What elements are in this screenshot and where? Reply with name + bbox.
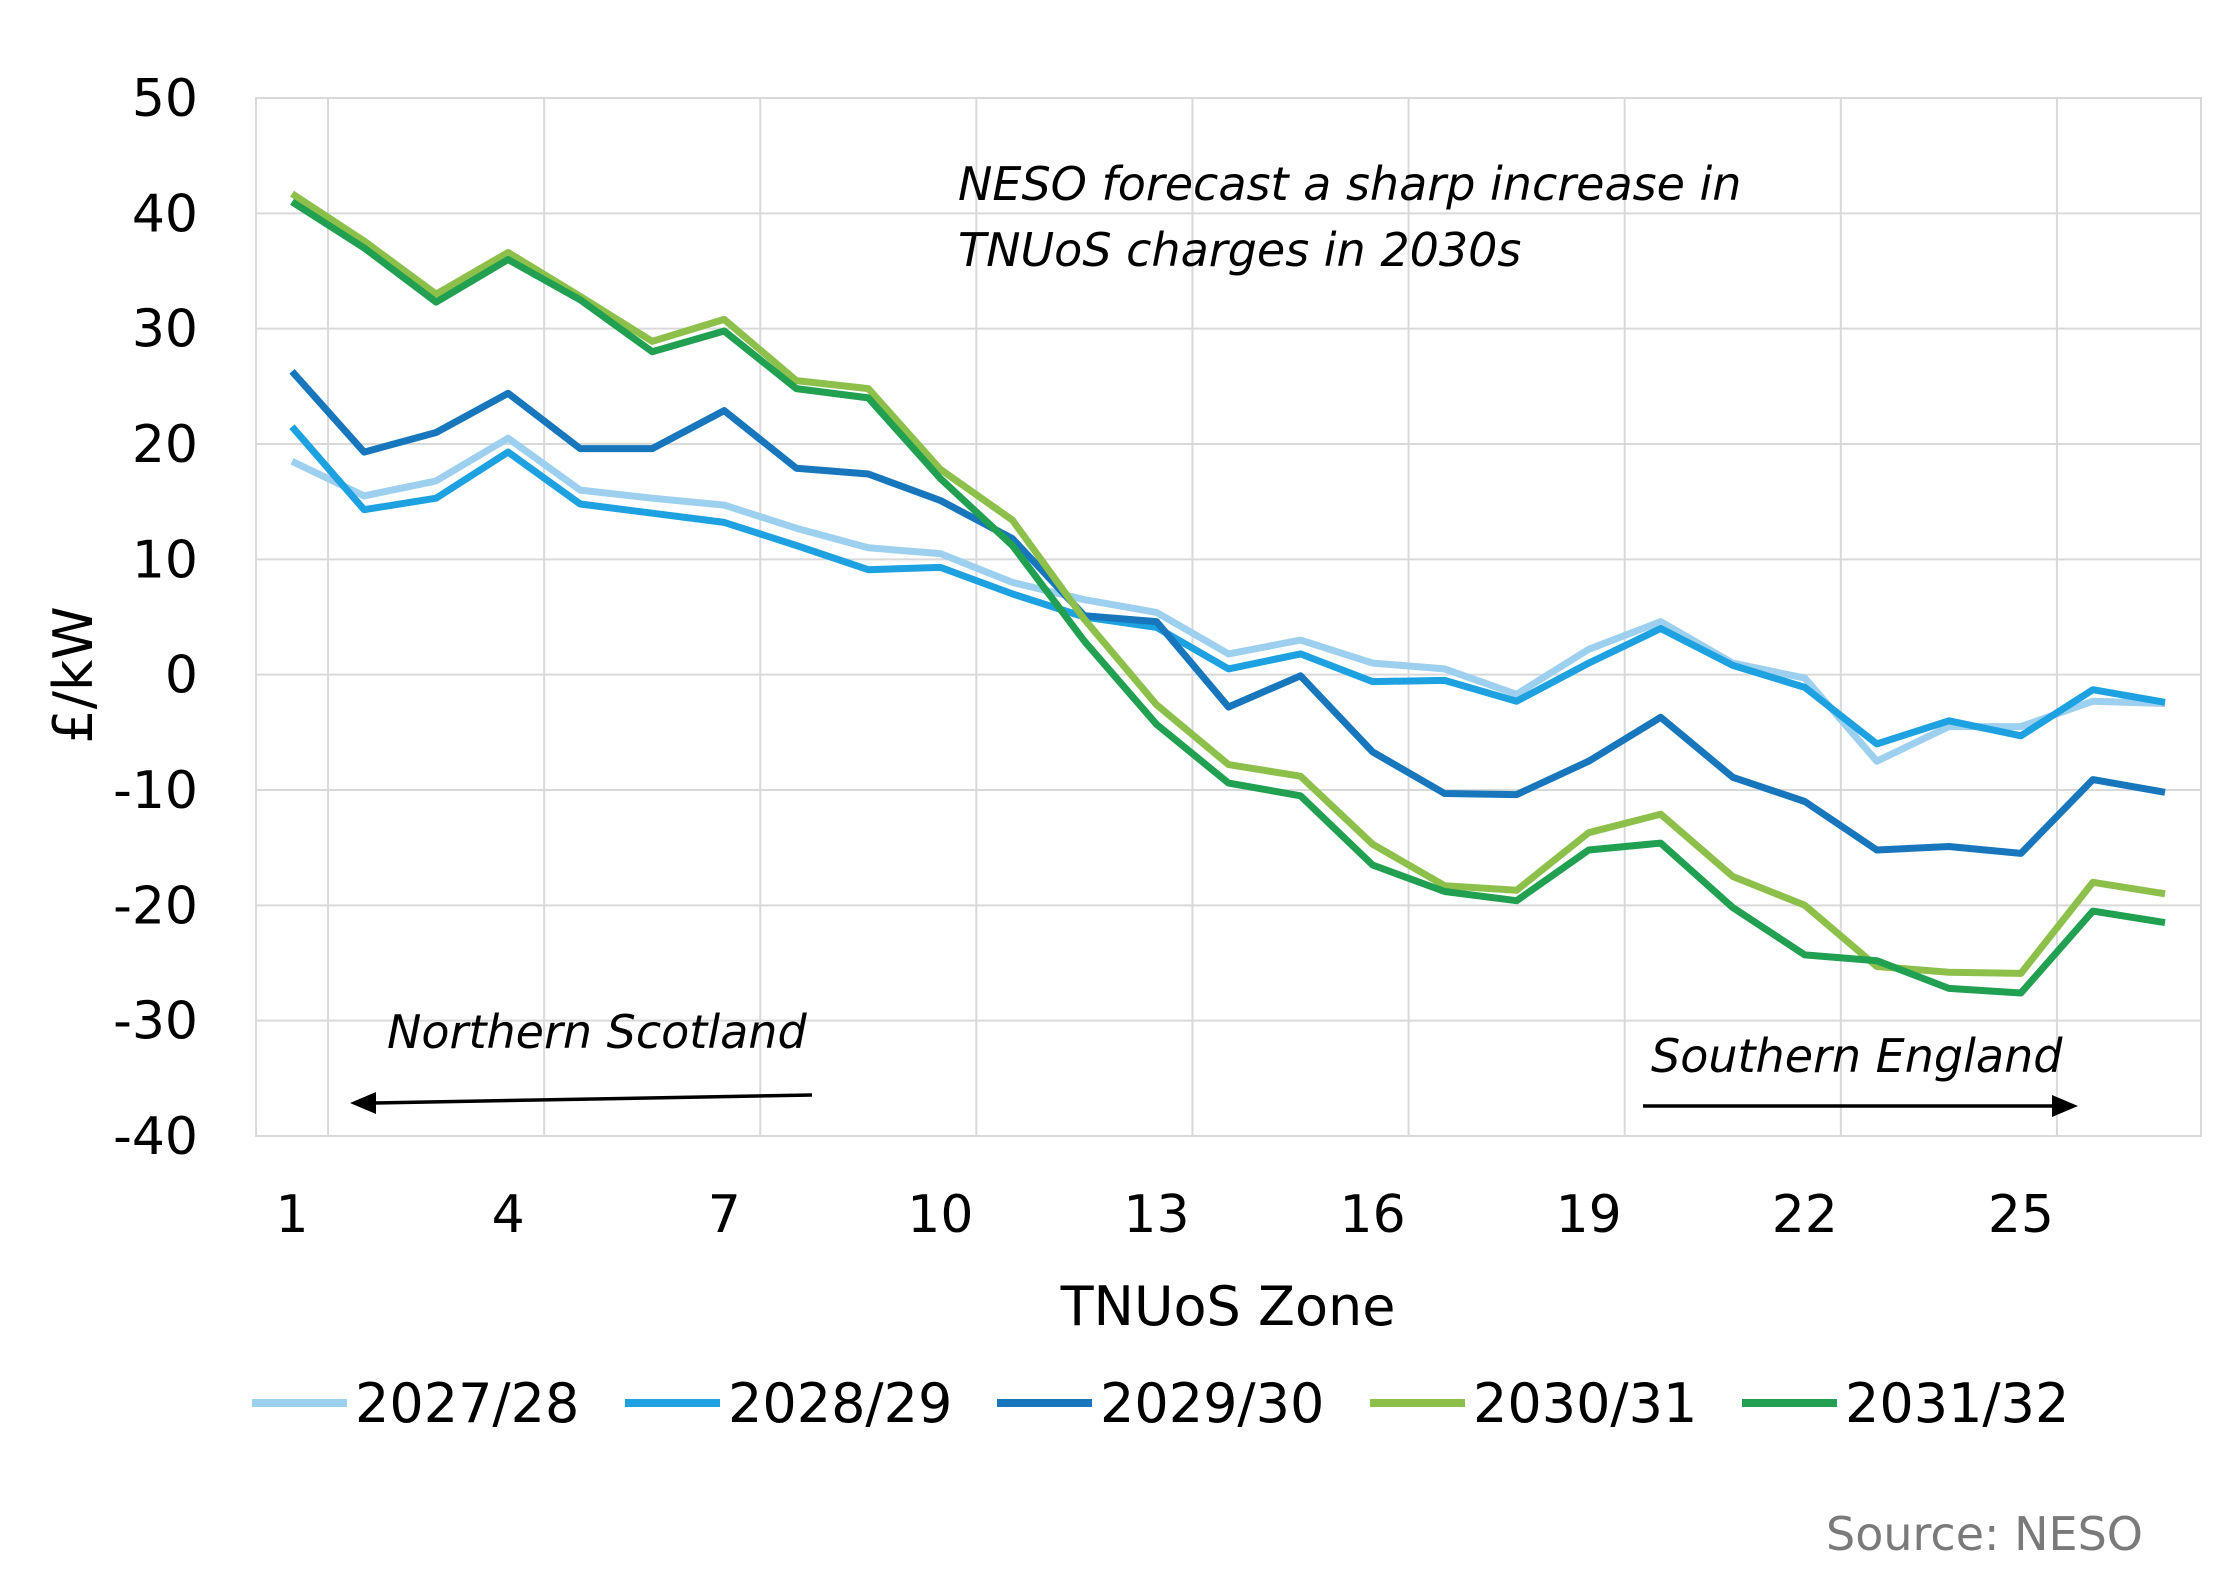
right-arrow bbox=[1643, 1095, 2078, 1117]
legend-item-2027-28: 2027/28 bbox=[252, 1372, 579, 1435]
y-tick-label: 10 bbox=[132, 530, 198, 590]
x-tick-label: 4 bbox=[492, 1185, 525, 1245]
x-axis-title: TNUoS Zone bbox=[1060, 1275, 1396, 1338]
legend-label: 2030/31 bbox=[1473, 1372, 1697, 1435]
y-axis-title: £/kW bbox=[42, 606, 105, 743]
x-tick-label: 1 bbox=[275, 1185, 308, 1245]
legend-label: 2031/32 bbox=[1845, 1372, 2069, 1435]
x-axis-ticks: 1 4 7 10 13 16 19 22 25 bbox=[275, 1185, 2054, 1245]
legend-label: 2027/28 bbox=[355, 1372, 579, 1435]
legend-item-2028-29: 2028/29 bbox=[625, 1372, 952, 1435]
y-tick-label: 0 bbox=[165, 646, 198, 706]
headline-annotation-line2: TNUoS charges in 2030s bbox=[958, 223, 1521, 277]
x-tick-label: 25 bbox=[1988, 1185, 2054, 1245]
legend-label: 2028/29 bbox=[728, 1372, 952, 1435]
legend-item-2030-31: 2030/31 bbox=[1370, 1372, 1697, 1435]
x-tick-label: 13 bbox=[1123, 1185, 1189, 1245]
left-arrow bbox=[350, 1092, 813, 1114]
y-axis-ticks: 50 40 30 20 10 0 -10 -20 -30 -40 bbox=[113, 69, 198, 1167]
legend-item-2029-30: 2029/30 bbox=[997, 1372, 1324, 1435]
series-line-2028-29 bbox=[289, 424, 2166, 748]
legend-item-2031-32: 2031/32 bbox=[1742, 1372, 2069, 1435]
y-tick-label: 50 bbox=[132, 69, 198, 129]
headline-annotation-line1: NESO forecast a sharp increase in bbox=[958, 157, 1741, 211]
legend: 2027/28 2028/29 2029/30 2030/31 2031/32 bbox=[252, 1372, 2069, 1435]
y-tick-label: 20 bbox=[132, 415, 198, 475]
y-tick-label: -30 bbox=[113, 992, 198, 1052]
series-line-2031-32 bbox=[290, 198, 2166, 997]
series-line-2029-30 bbox=[289, 368, 2166, 857]
x-tick-label: 10 bbox=[907, 1185, 973, 1245]
series-line-2027-28 bbox=[290, 434, 2166, 765]
source-note: Source: NESO bbox=[1826, 1507, 2143, 1561]
series-line-2030-31 bbox=[290, 190, 2166, 977]
legend-label: 2029/30 bbox=[1100, 1372, 1324, 1435]
x-tick-label: 19 bbox=[1556, 1185, 1622, 1245]
plot-area-border bbox=[255, 97, 2202, 1137]
y-tick-label: -40 bbox=[113, 1107, 198, 1167]
y-tick-label: 30 bbox=[132, 300, 198, 360]
series-lines bbox=[289, 190, 2166, 997]
x-tick-label: 7 bbox=[708, 1185, 741, 1245]
x-tick-label: 16 bbox=[1339, 1185, 1405, 1245]
y-tick-label: -10 bbox=[113, 761, 198, 821]
y-tick-label: -20 bbox=[113, 876, 198, 936]
northern-scotland-label: Northern Scotland bbox=[387, 1005, 807, 1059]
southern-england-label: Southern England bbox=[1651, 1029, 2063, 1083]
y-tick-label: 40 bbox=[132, 184, 198, 244]
x-tick-label: 22 bbox=[1772, 1185, 1838, 1245]
